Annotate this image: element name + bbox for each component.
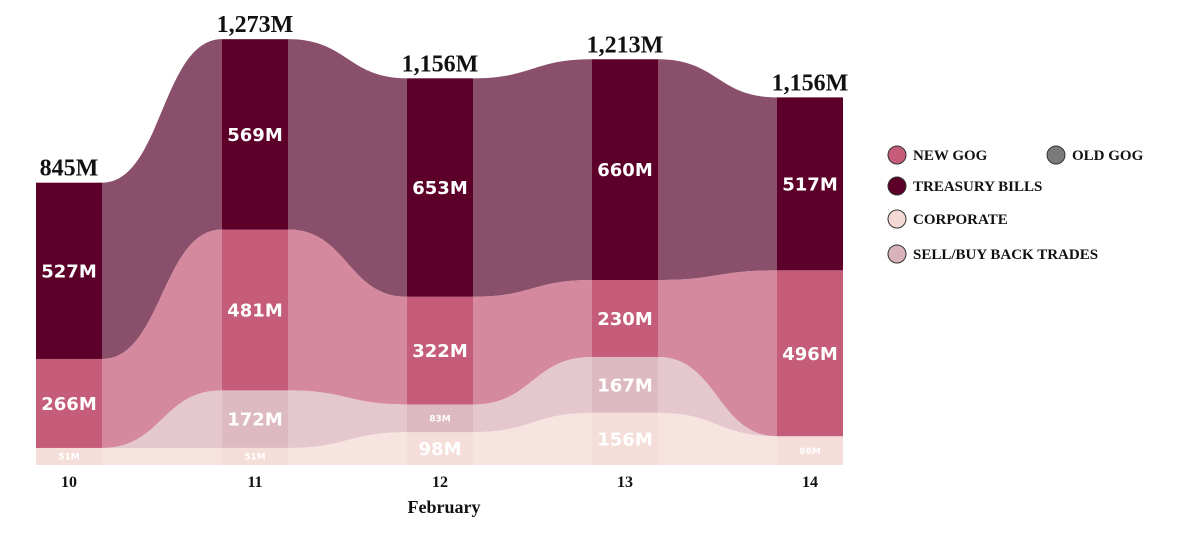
label-layer: 51M 51M 98M 156M 86M 172M 83M 167M 266M 481M 322M 2… — [40, 12, 849, 463]
legend-item-sell-buy-back-trades: SELL/BUY BACK TRADES — [887, 244, 1098, 264]
bar-treasury-bills-10 — [36, 182, 102, 359]
bar-sell-buy-back-trades-11 — [222, 390, 288, 448]
ribbon-corporate-13 — [658, 412, 777, 465]
bar-corporate-12 — [407, 432, 473, 465]
data-label-new-gog-13: 230M — [597, 309, 653, 330]
legend-label-corporate: CORPORATE — [913, 212, 1008, 228]
total-label-14: 1,156M — [772, 70, 849, 96]
x-tick-label-13: 13 — [617, 474, 633, 491]
data-label-treasury-bills-14: 517M — [782, 174, 838, 195]
bar-treasury-bills-14 — [777, 97, 843, 271]
ribbon-treasury-bills-10 — [102, 39, 222, 359]
bar-new-gog-11 — [222, 229, 288, 391]
data-label-treasury-bills-13: 660M — [597, 160, 653, 181]
x-tick-label-12: 12 — [432, 474, 448, 491]
ribbon-new-gog-12 — [473, 280, 592, 405]
data-label-corporate-12: 98M — [419, 439, 462, 460]
legend: NEW GOG OLD GOG TREASURY BILLS CORPORATE SEL… — [887, 145, 1144, 264]
data-label-corporate-14: 86M — [799, 447, 821, 457]
ribbon-sell-buy-back-trades-13 — [658, 356, 777, 437]
data-label-new-gog-12: 322M — [412, 341, 468, 362]
x-axis-title: February — [408, 497, 481, 517]
legend-swatch-new-gog — [887, 145, 907, 165]
ribbon-corporate-11 — [288, 432, 407, 465]
bar-treasury-bills-13 — [592, 59, 658, 281]
bar-sell-buy-back-trades-12 — [407, 404, 473, 433]
data-label-corporate-13: 156M — [597, 429, 653, 450]
data-label-sell-buy-back-trades-12: 83M — [429, 415, 451, 425]
legend-swatch-corporate — [887, 209, 907, 229]
x-tick-label-14: 14 — [802, 474, 818, 491]
bar-new-gog-13 — [592, 280, 658, 357]
legend-swatch-old-gog — [1046, 145, 1066, 165]
data-label-new-gog-11: 481M — [227, 300, 283, 321]
total-label-12: 1,156M — [402, 51, 479, 77]
x-tick-label-11: 11 — [247, 474, 262, 491]
total-label-13: 1,213M — [587, 32, 664, 58]
data-label-corporate-11: 51M — [244, 453, 266, 463]
data-label-new-gog-10: 266M — [41, 394, 97, 415]
bar-corporate-11 — [222, 447, 288, 465]
total-label-11: 1,273M — [217, 12, 294, 38]
legend-label-new-gog: NEW GOG — [913, 148, 988, 164]
ribbon-sell-buy-back-trades-12 — [473, 356, 592, 433]
data-label-treasury-bills-11: 569M — [227, 125, 283, 146]
legend-item-treasury-bills: TREASURY BILLS — [887, 176, 1042, 196]
bar-new-gog-14 — [777, 270, 843, 437]
data-label-sell-buy-back-trades-11: 172M — [227, 410, 283, 431]
bar-treasury-bills-11 — [222, 39, 288, 230]
ribbon-treasury-bills-11 — [288, 39, 407, 297]
bar-corporate-14 — [777, 436, 843, 465]
data-label-treasury-bills-10: 527M — [41, 261, 97, 282]
ribbon-new-gog-10 — [102, 229, 222, 448]
bar-corporate-10 — [36, 447, 102, 465]
legend-swatch-sell-buy-back-trades — [887, 244, 907, 264]
legend-swatch-treasury-bills — [887, 176, 907, 196]
bar-layer — [36, 39, 843, 465]
bar-new-gog-10 — [36, 358, 102, 448]
bar-new-gog-12 — [407, 296, 473, 405]
data-label-corporate-10: 51M — [58, 453, 80, 463]
legend-item-new-gog: NEW GOG — [887, 145, 988, 165]
ribbon-sell-buy-back-trades-11 — [288, 390, 407, 448]
ribbon-corporate-10 — [102, 447, 222, 465]
legend-item-corporate: CORPORATE — [887, 209, 1008, 229]
legend-item-old-gog: OLD GOG — [1046, 145, 1144, 165]
ribbon-layer — [102, 39, 777, 465]
x-axis: February 10 11 12 13 14 — [61, 474, 818, 517]
legend-label-sell-buy-back-trades: SELL/BUY BACK TRADES — [913, 247, 1098, 263]
legend-label-treasury-bills: TREASURY BILLS — [913, 179, 1042, 195]
ribbon-new-gog-11 — [288, 229, 407, 405]
bar-sell-buy-back-trades-13 — [592, 356, 658, 413]
ribbon-treasury-bills-13 — [658, 59, 777, 281]
bar-treasury-bills-12 — [407, 78, 473, 297]
ribbon-sell-buy-back-trades-10 — [102, 390, 222, 448]
ribbon-new-gog-13 — [658, 270, 777, 437]
data-label-new-gog-14: 496M — [782, 344, 838, 365]
bar-corporate-13 — [592, 412, 658, 465]
x-tick-label-10: 10 — [61, 474, 77, 491]
data-label-treasury-bills-12: 653M — [412, 178, 468, 199]
legend-label-old-gog: OLD GOG — [1072, 148, 1144, 164]
ribbon-treasury-bills-12 — [473, 59, 592, 297]
total-label-10: 845M — [40, 156, 99, 182]
ribbon-corporate-12 — [473, 412, 592, 465]
data-label-sell-buy-back-trades-13: 167M — [597, 375, 653, 396]
